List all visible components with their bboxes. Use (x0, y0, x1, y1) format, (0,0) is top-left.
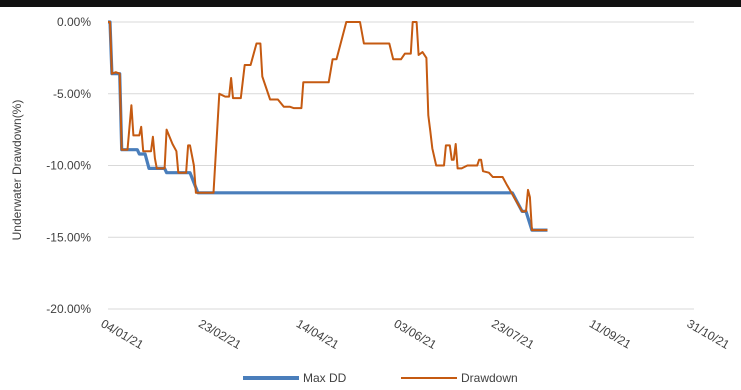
x-tick-label: 23/02/21 (196, 316, 244, 352)
x-tick-labels: 04/01/21 23/02/21 14/04/21 03/06/21 23/07/21… (99, 316, 733, 352)
top-border (0, 0, 741, 7)
y-tick-labels: 0.00% -5.00% -10.00% -15.00% -20.00% (46, 15, 91, 316)
series-line-max-dd (108, 20, 548, 232)
series-lines (108, 20, 548, 232)
y-tick-label: -5.00% (53, 87, 91, 101)
x-tick-label: 04/01/21 (99, 316, 147, 352)
x-tick-label: 03/06/21 (392, 316, 440, 352)
x-tick-label: 14/04/21 (294, 316, 342, 352)
x-tick-label: 11/09/21 (587, 316, 634, 351)
x-tick-label: 31/10/21 (685, 316, 733, 352)
y-axis-label: Underwater Drawdown(%) (10, 100, 24, 241)
legend-label: Drawdown (461, 371, 518, 385)
gridlines (108, 21, 694, 310)
y-tick-label: -15.00% (46, 230, 91, 244)
series-line-drawdown (108, 21, 548, 232)
legend: Max DD Drawdown (243, 371, 518, 385)
x-tick-label: 23/07/21 (489, 316, 537, 352)
y-tick-label: -20.00% (46, 302, 91, 316)
legend-label: Max DD (303, 371, 347, 385)
y-tick-label: 0.00% (57, 15, 91, 29)
y-tick-label: -10.00% (46, 159, 91, 173)
